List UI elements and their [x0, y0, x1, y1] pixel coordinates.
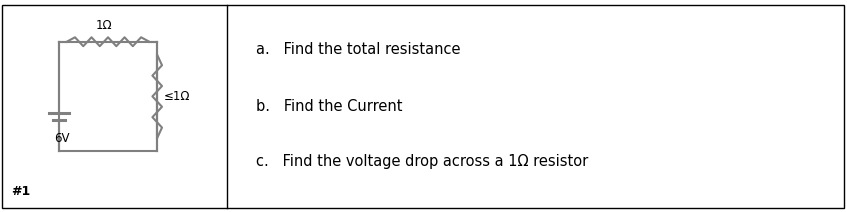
- Text: c.   Find the voltage drop across a 1Ω resistor: c. Find the voltage drop across a 1Ω res…: [256, 154, 588, 169]
- Text: 1Ω: 1Ω: [96, 19, 112, 32]
- Text: b.   Find the Current: b. Find the Current: [256, 99, 402, 114]
- Text: 6V: 6V: [54, 132, 70, 145]
- Text: #1: #1: [11, 185, 30, 198]
- Text: ≤1Ω: ≤1Ω: [163, 90, 191, 103]
- Text: a.   Find the total resistance: a. Find the total resistance: [256, 42, 460, 57]
